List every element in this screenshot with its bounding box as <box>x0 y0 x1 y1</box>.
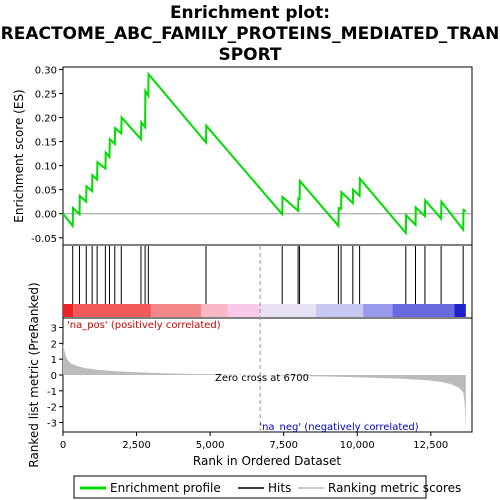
x-tick-label: 12,500 <box>413 440 448 451</box>
metric-y-tick-label: -2 <box>47 403 57 414</box>
heat-bar-segment <box>201 304 227 317</box>
x-tick-label: 10,000 <box>340 440 375 451</box>
neg-correlated-label: 'na_neg' (negatively correlated) <box>259 422 418 433</box>
heat-bar-segment <box>316 304 363 317</box>
es-y-tick-label: 0.30 <box>35 65 57 76</box>
metric-y-tick-label: -1 <box>47 387 57 398</box>
heat-bar-segment <box>228 304 260 317</box>
chart-title-line-2: REACTOME_ABC_FAMILY_PROTEINS_MEDIATED_TR… <box>1 24 500 44</box>
legend: Enrichment profile Hits Ranking metric s… <box>74 476 461 498</box>
metric-y-tick-label: 0 <box>51 371 57 382</box>
legend-metric-label: Ranking metric scores <box>328 481 461 495</box>
pos-correlated-label: 'na_pos' (positively correlated) <box>67 320 221 331</box>
heat-bar-segment <box>363 304 392 317</box>
legend-hits-label: Hits <box>268 481 291 495</box>
heat-bar-segment <box>151 304 201 317</box>
chart-title-line-1: Enrichment plot: <box>170 3 330 23</box>
zero-cross-label: Zero cross at 6700 <box>215 373 309 384</box>
heat-bar-segment <box>454 304 465 317</box>
es-y-tick-label: 0.25 <box>35 89 57 100</box>
ranking-heat-bar <box>63 304 466 317</box>
es-y-tick-label: 0.15 <box>35 138 57 149</box>
x-axis-label: Rank in Ordered Dataset <box>193 454 341 468</box>
heat-bar-segment <box>63 304 73 317</box>
es-y-axis-label: Enrichment score (ES) <box>12 89 26 222</box>
chart-title-line-3: SPORT <box>218 45 281 65</box>
es-y-tick-label: -0.05 <box>31 234 57 245</box>
x-tick-label: 2,500 <box>122 440 151 451</box>
heat-bar-segment <box>73 304 151 317</box>
metric-y-axis-label: Ranked list metric (PreRanked) <box>27 282 41 467</box>
metric-y-tick-label: -3 <box>47 419 57 430</box>
es-y-tick-label: 0.10 <box>35 162 57 173</box>
x-tick-label: 5,000 <box>196 440 225 451</box>
x-tick-label: 0 <box>60 440 66 451</box>
heat-bar-segment <box>393 304 455 317</box>
es-y-tick-label: 0.05 <box>35 186 57 197</box>
metric-y-tick-label: 3 <box>51 324 57 335</box>
x-tick-label: 7,500 <box>269 440 298 451</box>
legend-enrichment-label: Enrichment profile <box>110 481 221 495</box>
es-y-tick-label: 0.20 <box>35 114 57 125</box>
es-y-tick-label: 0.00 <box>35 210 57 221</box>
metric-y-tick-label: 1 <box>51 355 57 366</box>
metric-y-tick-label: 2 <box>51 339 57 350</box>
heat-bar-segment <box>260 304 316 317</box>
